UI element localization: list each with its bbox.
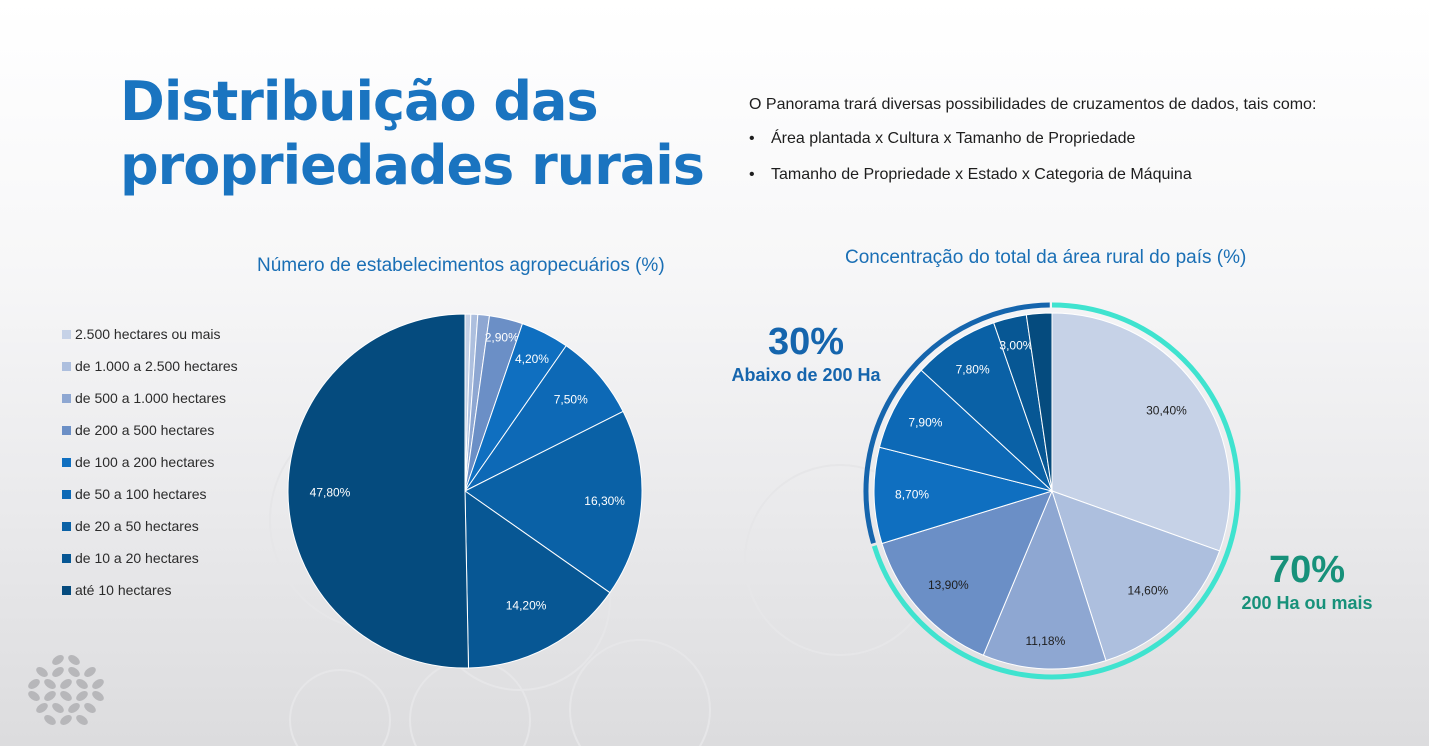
legend-swatch — [62, 426, 71, 435]
logo-leaf — [36, 703, 48, 713]
pie-slice — [881, 490, 1053, 656]
pie-slice — [1051, 312, 1231, 552]
pie-slice — [287, 313, 470, 669]
page-title: Distribuição das propriedades rurais — [120, 70, 705, 197]
data-label: 8,70% — [895, 488, 929, 502]
logo-leaf — [84, 667, 96, 677]
data-label: 16,30% — [584, 494, 625, 508]
logo-leaf — [84, 703, 96, 713]
logo-leaf — [60, 691, 72, 701]
logo-leaf — [52, 655, 64, 665]
ring-segment-below-200ha — [863, 302, 1050, 544]
logo-leaf — [92, 679, 104, 689]
chart-title-area: Concentração do total da área rural do p… — [845, 247, 1247, 268]
logo-leaf — [76, 691, 88, 701]
legend-item: de 1.000 a 2.500 hectares — [62, 358, 238, 390]
ring-segment-200ha-or-more — [871, 302, 1241, 680]
data-label: 11,18% — [1025, 634, 1065, 648]
legend-label: de 1.000 a 2.500 hectares — [75, 358, 238, 374]
legend-label: 2.500 hectares ou mais — [75, 326, 221, 342]
legend-item: 2.500 hectares ou mais — [62, 326, 238, 358]
callout-below-label: Abaixo de 200 Ha — [731, 365, 881, 385]
logo-leaf — [44, 715, 56, 725]
intro-bullet-text: Área plantada x Cultura x Tamanho de Pro… — [771, 130, 1136, 147]
pie-slice — [464, 410, 643, 594]
legend-item: de 20 a 50 hectares — [62, 518, 238, 550]
legend-label: de 50 a 100 hectares — [75, 486, 207, 502]
legend-item: até 10 hectares — [62, 582, 238, 614]
logo-leaf — [28, 679, 40, 689]
legend-item: de 50 a 100 hectares — [62, 486, 238, 518]
logo-leaf — [52, 703, 64, 713]
legend-swatch — [62, 554, 71, 563]
legend-swatch — [62, 394, 71, 403]
legend-label: de 10 a 20 hectares — [75, 550, 199, 566]
legend-label: de 500 a 1.000 hectares — [75, 390, 227, 406]
logo-leaf — [68, 703, 80, 713]
logo-leaf — [44, 691, 56, 701]
intro-text: O Panorama trará diversas possibilidades… — [749, 96, 1316, 202]
pie-slice — [1051, 490, 1221, 662]
legend-label: de 100 a 200 hectares — [75, 454, 215, 470]
legend-swatch — [62, 362, 71, 371]
legend-swatch — [62, 490, 71, 499]
logo-leaf — [92, 691, 104, 701]
intro-bullet-item: • Área plantada x Cultura x Tamanho de P… — [749, 130, 1316, 166]
data-label: 30,40% — [1146, 403, 1187, 417]
callout-below-200: 30% Abaixo de 200 Ha — [722, 320, 890, 386]
legend-swatch — [62, 586, 71, 595]
data-label: 3,00% — [999, 338, 1033, 352]
data-label: 47,80% — [310, 485, 351, 499]
intro-bullet-item: • Tamanho de Propriedade x Estado x Cate… — [749, 166, 1316, 202]
data-label: 4,20% — [515, 352, 549, 366]
logo-leaf — [60, 715, 72, 725]
logo-leaf — [76, 679, 88, 689]
logo-leaf — [52, 667, 64, 677]
legend-item: de 200 a 500 hectares — [62, 422, 238, 454]
data-label: 7,90% — [908, 415, 942, 429]
logo-leaf — [68, 667, 80, 677]
intro-bullet-text: Tamanho de Propriedade x Estado x Catego… — [771, 166, 1192, 183]
legend-swatch — [62, 330, 71, 339]
data-label: 14,20% — [506, 599, 547, 613]
legend-item: de 500 a 1.000 hectares — [62, 390, 238, 422]
logo-leaf — [36, 667, 48, 677]
legend-item: de 10 a 20 hectares — [62, 550, 238, 582]
chart-title-establishments: Número de estabelecimentos agropecuários… — [257, 255, 665, 276]
pie-slice — [1025, 312, 1053, 492]
callout-below-pct: 30% — [767, 321, 845, 363]
callout-above-200: 70% 200 Ha ou mais — [1228, 548, 1386, 614]
pie-slice — [982, 489, 1107, 670]
company-logo — [28, 655, 104, 725]
logo-leaf — [60, 679, 72, 689]
logo-leaf — [28, 691, 40, 701]
bullet-icon: • — [749, 130, 755, 147]
bullet-icon: • — [749, 166, 755, 183]
data-label: 13,90% — [928, 578, 969, 592]
intro-bullet-list: • Área plantada x Cultura x Tamanho de P… — [749, 130, 1316, 202]
pie-slice — [464, 490, 611, 669]
data-label: 7,50% — [554, 392, 588, 406]
legend-item: de 100 a 200 hectares — [62, 454, 238, 486]
intro-lead: O Panorama trará diversas possibilidades… — [749, 96, 1317, 113]
logo-leaf — [68, 655, 80, 665]
data-label: 2,90% — [485, 330, 519, 344]
data-label: 14,60% — [1127, 583, 1168, 597]
legend-label: de 20 a 50 hectares — [75, 518, 199, 534]
pie-slice — [873, 446, 1054, 545]
legend-swatch — [62, 458, 71, 467]
callout-above-pct: 70% — [1268, 549, 1346, 591]
chart-legend: 2.500 hectares ou mais de 1.000 a 2.500 h… — [62, 326, 238, 614]
legend-label: até 10 hectares — [75, 582, 172, 598]
callout-above-label: 200 Ha ou mais — [1241, 593, 1373, 613]
legend-swatch — [62, 522, 71, 531]
legend-label: de 200 a 500 hectares — [75, 422, 215, 438]
data-label: 7,80% — [956, 363, 990, 377]
logo-leaf — [44, 679, 56, 689]
logo-leaf — [76, 715, 88, 725]
